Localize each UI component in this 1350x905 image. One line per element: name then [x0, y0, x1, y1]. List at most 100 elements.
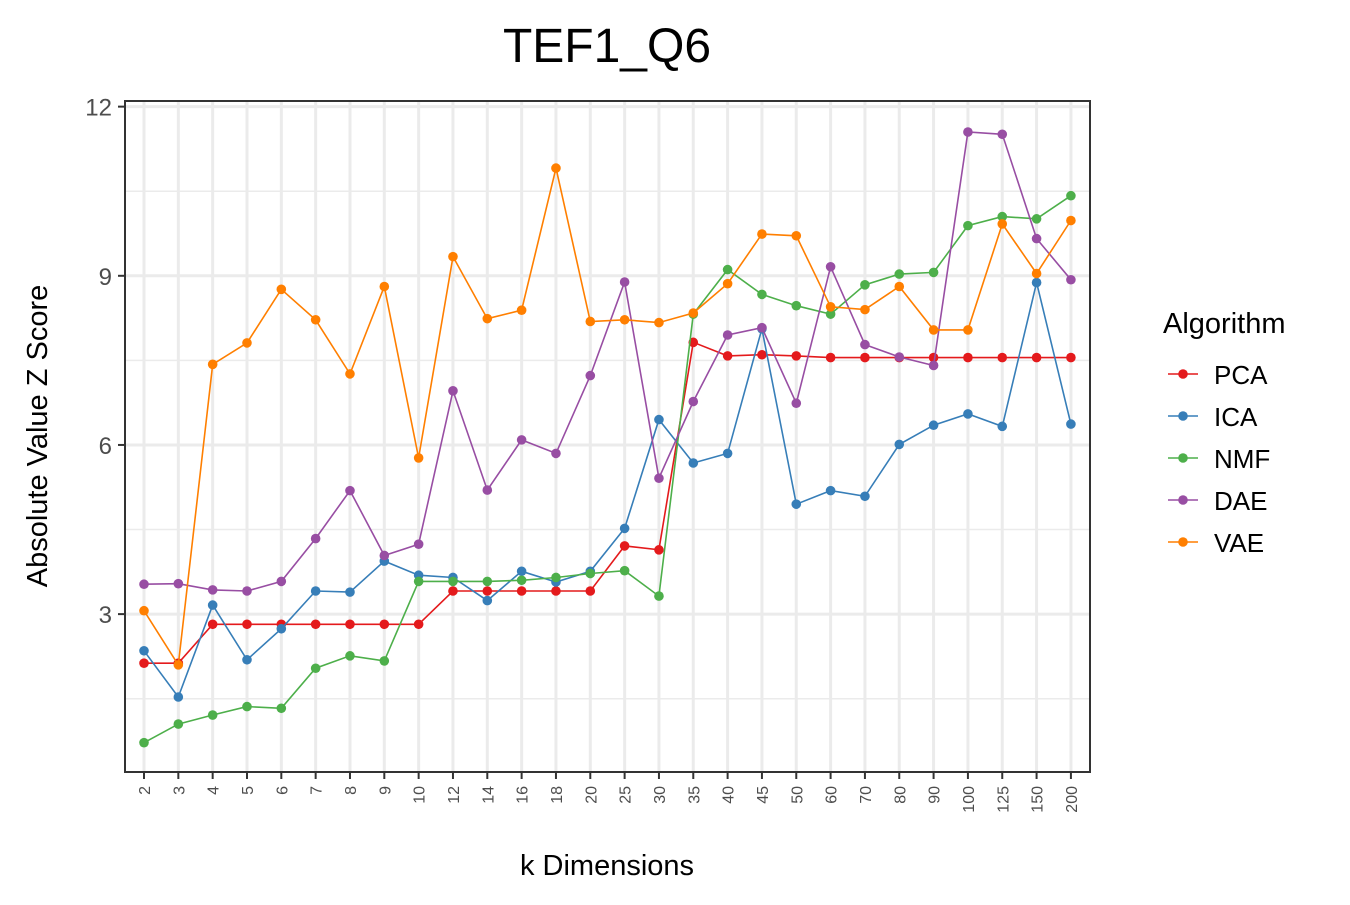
data-point-vae	[448, 251, 458, 262]
x-tick-label: 2	[137, 786, 154, 795]
x-tick-label: 7	[309, 786, 326, 795]
data-point-vae	[1031, 268, 1042, 279]
data-point-vae	[413, 453, 424, 463]
data-point-nmf	[448, 576, 458, 587]
x-tick-label: 100	[961, 786, 978, 813]
data-point-vae	[997, 219, 1008, 229]
x-tick-label: 60	[824, 786, 841, 804]
data-point-vae	[551, 163, 561, 173]
data-point-pca	[928, 352, 939, 363]
data-point-nmf	[413, 576, 424, 587]
x-axis-title: k Dimensions	[520, 850, 694, 882]
data-point-dae	[860, 339, 870, 350]
x-tick-label: 20	[583, 786, 600, 804]
data-point-vae	[345, 369, 355, 379]
x-tick-label: 40	[721, 786, 738, 804]
data-point-nmf	[791, 300, 802, 311]
data-point-ica	[173, 692, 184, 702]
data-point-dae	[997, 129, 1008, 140]
data-point-vae	[173, 660, 184, 670]
data-point-vae	[963, 325, 973, 335]
data-point-nmf	[1031, 214, 1042, 224]
x-tick-label: 18	[549, 786, 566, 804]
data-point-nmf	[345, 651, 355, 661]
data-point-nmf	[276, 703, 287, 714]
data-point-vae	[516, 305, 527, 315]
data-point-nmf	[619, 565, 630, 576]
data-point-ica	[860, 491, 870, 502]
data-point-ica	[791, 499, 802, 509]
data-point-pca	[551, 586, 561, 596]
data-point-ica	[1066, 419, 1076, 429]
data-point-dae	[1066, 274, 1076, 285]
data-point-pca	[963, 352, 973, 363]
chart-title: TEF1_Q6	[503, 20, 711, 73]
legend: Algorithm PCA ICA NMF DAE VAE	[1163, 308, 1286, 558]
data-point-nmf	[654, 591, 664, 601]
data-point-nmf	[207, 710, 218, 720]
data-point-vae	[688, 308, 699, 318]
data-point-dae	[448, 386, 458, 396]
data-point-nmf	[722, 264, 733, 275]
y-tick-label: 6	[99, 433, 112, 460]
data-point-nmf	[963, 220, 973, 231]
data-point-nmf	[516, 575, 527, 586]
data-point-ica	[207, 600, 218, 610]
data-point-dae	[413, 539, 424, 549]
series-pca	[139, 337, 1076, 668]
data-point-dae	[757, 322, 767, 333]
data-point-dae	[345, 485, 355, 496]
data-point-vae	[1066, 215, 1076, 226]
data-point-vae	[894, 281, 905, 292]
x-tick-label: 4	[206, 786, 223, 795]
x-tick-label: 5	[240, 786, 257, 795]
series-line-pca	[144, 341, 1071, 665]
data-point-ica	[276, 623, 287, 634]
data-point-nmf	[825, 309, 836, 319]
data-point-dae	[791, 398, 802, 409]
data-point-ica	[722, 448, 733, 459]
data-point-pca	[413, 619, 424, 630]
data-point-nmf	[242, 701, 252, 712]
data-point-dae	[516, 435, 527, 445]
data-point-nmf	[379, 656, 390, 666]
x-tick-label: 10	[412, 786, 429, 804]
data-point-dae	[207, 585, 218, 595]
legend-label: DAE	[1214, 486, 1267, 516]
data-point-pca	[516, 586, 527, 596]
data-point-nmf	[551, 572, 561, 583]
data-point-vae	[722, 278, 733, 289]
data-point-dae	[722, 330, 733, 340]
data-point-dae	[276, 576, 287, 587]
data-point-dae	[654, 473, 664, 484]
legend-key-point	[1178, 495, 1188, 505]
data-point-ica	[619, 523, 630, 534]
legend-key-point	[1178, 369, 1188, 379]
legend-label: NMF	[1214, 444, 1270, 474]
data-point-vae	[207, 359, 218, 370]
data-point-ica	[688, 458, 699, 468]
data-point-ica	[1031, 277, 1042, 288]
data-point-ica	[482, 595, 493, 606]
data-point-ica	[516, 566, 527, 577]
data-point-pca	[448, 586, 458, 596]
data-point-dae	[1031, 233, 1042, 244]
data-point-vae	[139, 605, 149, 616]
data-point-ica	[139, 645, 149, 656]
data-point-pca	[997, 352, 1008, 363]
data-point-vae	[276, 284, 287, 295]
data-point-pca	[757, 349, 767, 360]
x-tick-label: 9	[377, 786, 394, 795]
data-point-vae	[860, 304, 870, 315]
data-point-ica	[310, 586, 321, 596]
legend-label: VAE	[1214, 528, 1264, 558]
legend-item-nmf: NMF	[1168, 444, 1270, 474]
x-tick-label: 80	[892, 786, 909, 804]
data-point-dae	[242, 586, 252, 596]
data-point-nmf	[139, 737, 149, 748]
data-point-dae	[619, 277, 630, 287]
series-line-dae	[143, 131, 1072, 592]
data-point-ica	[242, 654, 252, 665]
data-point-dae	[551, 448, 561, 459]
legend-item-ica: ICA	[1168, 402, 1258, 432]
